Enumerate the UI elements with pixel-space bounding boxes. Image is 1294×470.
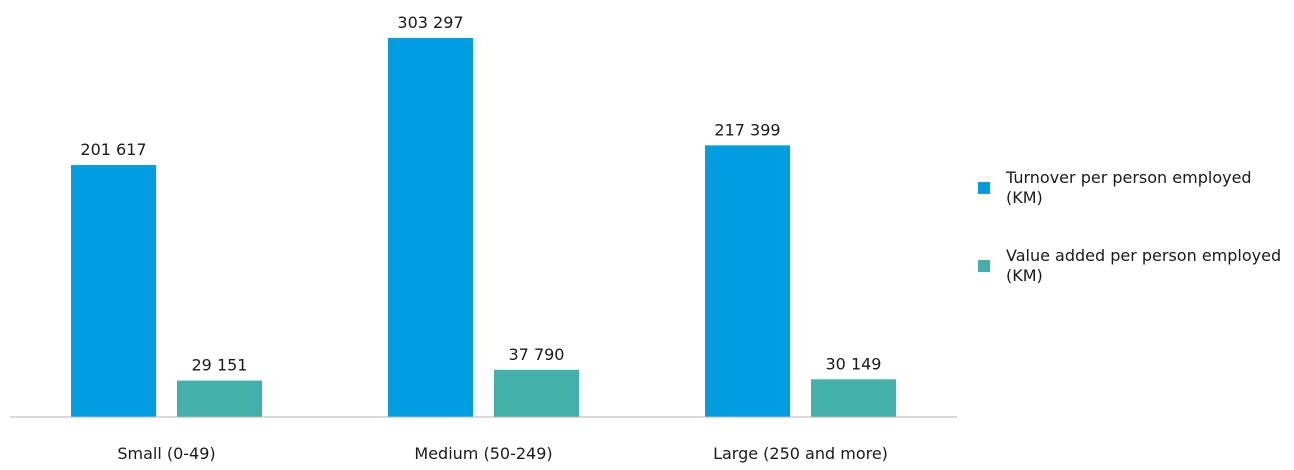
value-label-value-added-2: 30 149 <box>826 354 882 373</box>
legend-label-turnover: Turnover per person employed (KM) <box>1006 168 1252 207</box>
bar-turnover-2 <box>705 145 790 417</box>
bars-group <box>71 38 896 417</box>
legend-swatch-value-added <box>978 260 990 272</box>
bar-turnover-0 <box>71 165 156 417</box>
bar-turnover-1 <box>388 38 473 417</box>
legend-item-value-added: Value added per person employed (KM) <box>978 246 1288 286</box>
value-label-turnover-2: 217 399 <box>714 120 780 139</box>
category-label-2: Large (250 and more) <box>713 444 888 463</box>
legend: Turnover per person employed (KM) Value … <box>978 168 1288 286</box>
bar-value-added-2 <box>811 379 896 417</box>
legend-swatch-turnover <box>978 182 990 194</box>
legend-label-value-added: Value added per person employed (KM) <box>1006 246 1282 285</box>
value-label-value-added-1: 37 790 <box>509 345 565 364</box>
value-label-turnover-1: 303 297 <box>397 13 463 32</box>
bar-value-added-0 <box>177 380 262 417</box>
legend-item-turnover: Turnover per person employed (KM) <box>978 168 1288 208</box>
value-label-value-added-0: 29 151 <box>192 356 248 375</box>
category-label-0: Small (0-49) <box>117 444 215 463</box>
category-label-1: Medium (50-249) <box>414 444 552 463</box>
category-labels-group: Small (0-49) Medium (50-249) Large (250 an… <box>117 444 888 463</box>
value-labels-group: 201 617 29 151 303 297 37 790 217 399 30 149 <box>80 13 881 375</box>
bar-value-added-1 <box>494 369 579 417</box>
value-label-turnover-0: 201 617 <box>80 140 146 159</box>
